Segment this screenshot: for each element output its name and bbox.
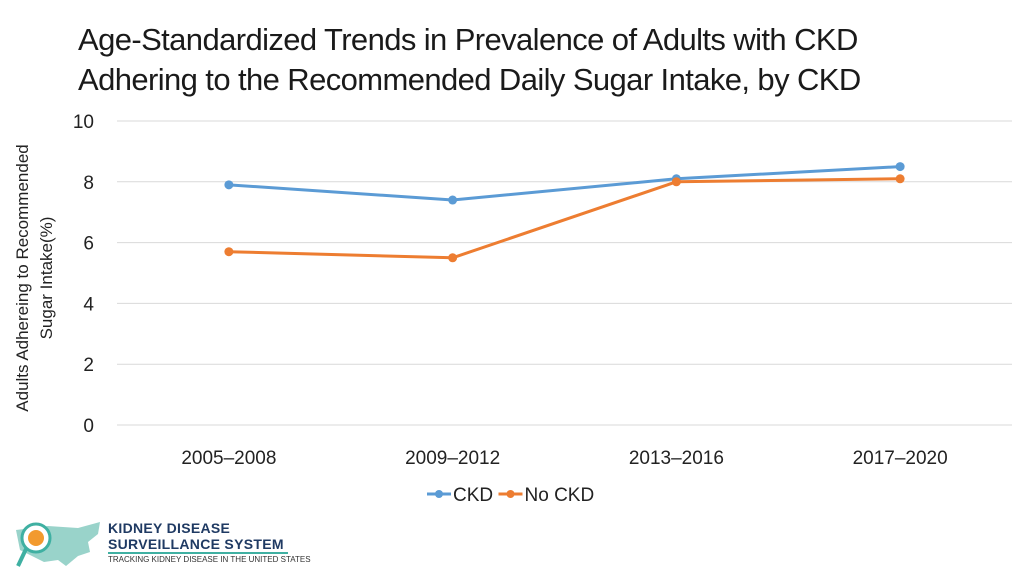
y-tick-label: 2 [83, 355, 94, 376]
legend-label-ckd: CKD [453, 485, 493, 506]
y-tick-label: 6 [83, 234, 94, 255]
series-line-no-ckd [228, 177, 901, 260]
data-point-no-ckd-3 [895, 174, 905, 184]
x-tick-label: 2013–2016 [629, 448, 724, 469]
y-axis-label-line-1: Adults Adhereing to Recommended [13, 144, 32, 411]
logo-line-2: SURVEILLANCE SYSTEM [108, 536, 284, 552]
data-point-ckd-1 [448, 195, 458, 205]
data-point-no-ckd-2 [671, 177, 681, 187]
legend-marker-ckd [435, 490, 443, 498]
data-point-no-ckd-0 [224, 247, 234, 257]
y-tick-label: 10 [73, 112, 94, 133]
x-tick-label: 2009–2012 [405, 448, 500, 469]
chart-title-line-2: Adhering to the Recommended Daily Sugar … [78, 62, 861, 97]
x-tick-label: 2017–2020 [853, 448, 948, 469]
y-axis-label-line-2: Sugar Intake(%) [37, 217, 56, 340]
legend-label-no-ckd: No CKD [525, 485, 595, 506]
logo-line-1: KIDNEY DISEASE [108, 520, 231, 536]
data-point-ckd-3 [895, 162, 905, 172]
kdss-logo: KIDNEY DISEASE SURVEILLANCE SYSTEM TRACK… [8, 516, 311, 572]
y-tick-label: 0 [83, 416, 94, 437]
y-tick-label: 8 [83, 173, 94, 194]
y-tick-label: 4 [83, 294, 94, 315]
series-line-ckd [228, 165, 901, 202]
logo-tagline: TRACKING KIDNEY DISEASE IN THE UNITED ST… [108, 555, 311, 564]
chart-title-line-1: Age-Standardized Trends in Prevalence of… [78, 22, 858, 57]
logo-divider [108, 552, 288, 554]
data-point-ckd-0 [224, 180, 234, 190]
x-tick-label: 2005–2008 [181, 448, 276, 469]
chart-title: Age-Standardized Trends in Prevalence of… [78, 20, 978, 100]
legend-marker-no-ckd [506, 490, 515, 498]
data-point-no-ckd-1 [448, 253, 458, 263]
us-map-logo-icon [16, 522, 100, 567]
